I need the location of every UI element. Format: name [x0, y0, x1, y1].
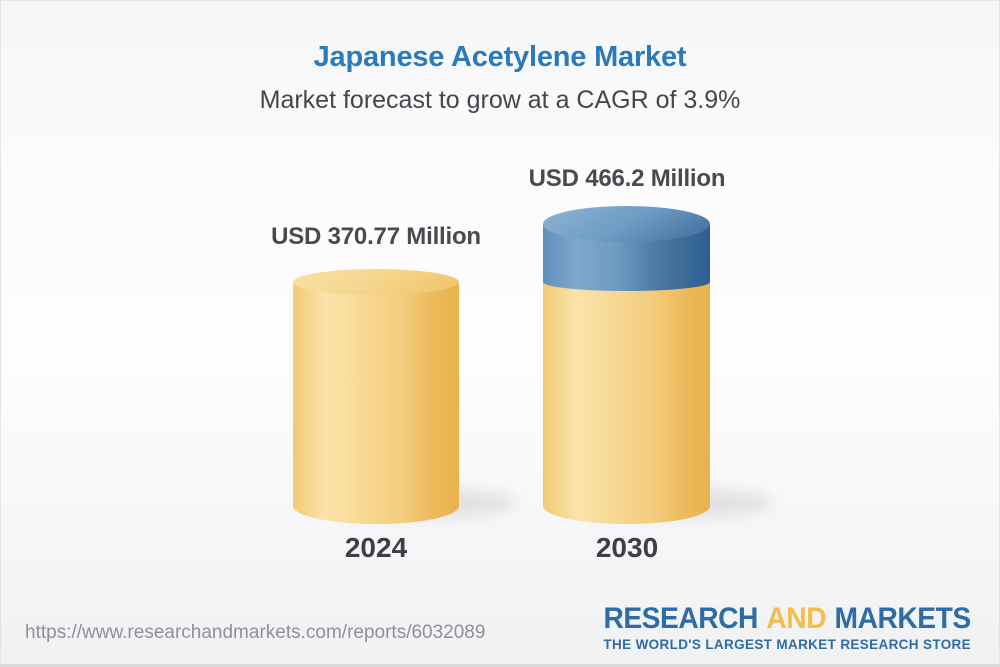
- page-subtitle: Market forecast to grow at a CAGR of 3.9…: [259, 86, 741, 114]
- value-label-2030: USD 466.2 Million: [528, 165, 726, 192]
- logo-tagline: THE WORLD'S LARGEST MARKET RESEARCH STOR…: [603, 637, 971, 652]
- category-label-2024: 2024: [344, 532, 408, 563]
- category-label-2030: 2030: [595, 532, 659, 563]
- page-title: Japanese Acetylene Market: [313, 41, 687, 73]
- bar-2030-base-body: [543, 281, 710, 524]
- logo-wordmark: RESEARCH AND MARKETS: [603, 602, 972, 635]
- logo-word-and: AND: [766, 602, 827, 635]
- value-label-2024: USD 370.77 Million: [271, 223, 481, 250]
- bar-2024-body: [293, 281, 459, 524]
- logo-word-markets: MARKETS: [834, 602, 972, 635]
- bar-2030-cap: [543, 206, 710, 242]
- logo-word-research: RESEARCH: [603, 602, 759, 635]
- report-url-link[interactable]: https://www.researchandmarkets.com/repor…: [25, 622, 486, 643]
- bar-2024-cap: [293, 268, 459, 295]
- research-and-markets-logo: RESEARCH AND MARKETS THE WORLD'S LARGEST…: [580, 602, 971, 652]
